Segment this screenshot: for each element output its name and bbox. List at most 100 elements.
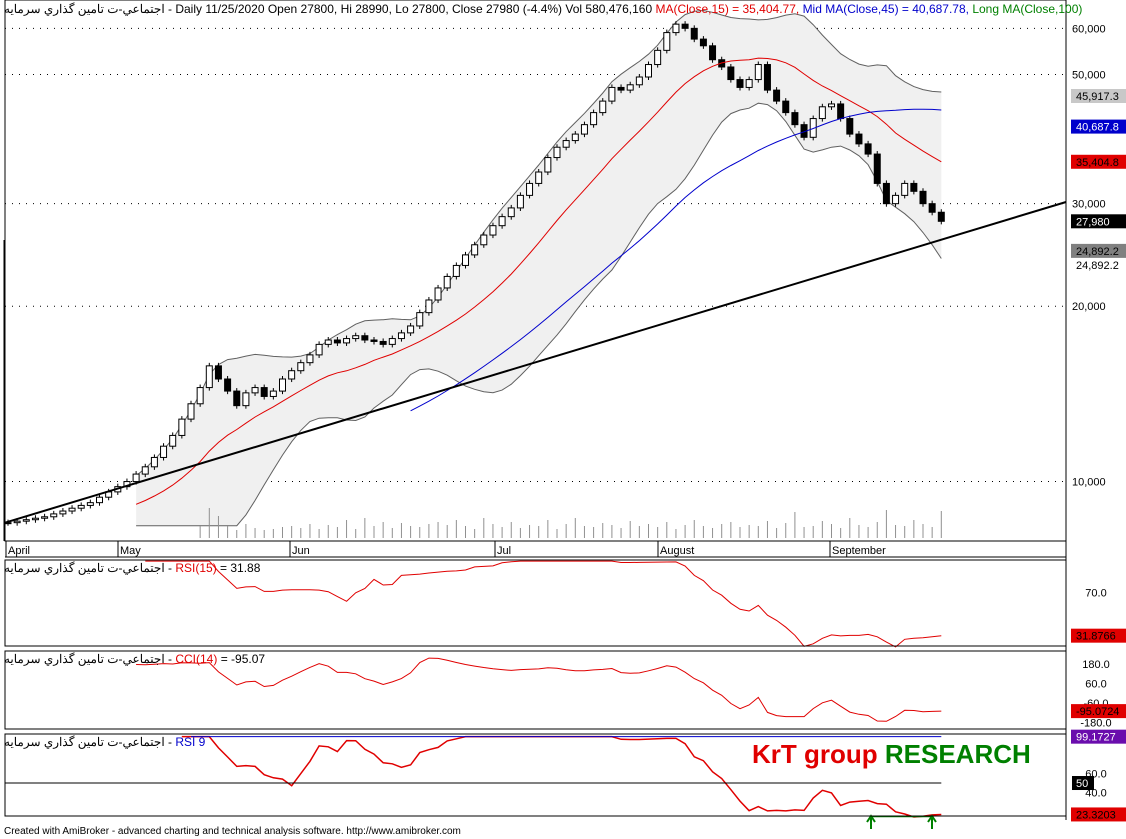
- rsi15-header: اجتماعي-ت تامين گذاري سرمايه - RSI(15) =…: [4, 561, 261, 575]
- candle-body: [77, 504, 85, 509]
- trendline-support: [4, 201, 1067, 524]
- candle-body: [571, 133, 579, 142]
- candle-body: [544, 157, 552, 173]
- candle-body: [260, 387, 268, 397]
- candle-body: [288, 370, 296, 380]
- band-lower: [136, 102, 942, 527]
- header-ohlc: - Daily 11/25/2020 Open 27800, Hi 28990,…: [165, 2, 656, 16]
- candle-body: [233, 390, 241, 407]
- band-upper: [135, 9, 942, 477]
- pane-last-label: -95.0724: [1076, 706, 1119, 718]
- rsi9-top-label: 99.1727: [1076, 732, 1116, 744]
- header-ma-mid: Mid MA(Close,45) = 40,687.78,: [803, 2, 973, 16]
- value-label: 24,892.2: [1076, 246, 1119, 258]
- candle-body: [50, 513, 58, 518]
- candle-body: [809, 118, 817, 138]
- chart-frame: [3, 0, 1067, 820]
- axis-labels: 60,000 50,000 30,000 20,000 10,000 April May Ju…: [8, 23, 1126, 822]
- candle-body: [672, 23, 680, 34]
- pane-y-tick: 180.0: [1082, 659, 1110, 671]
- value-label-box: [1071, 119, 1126, 134]
- pane-y-tick: 60.0: [1085, 679, 1106, 691]
- pane-last-box: [1071, 628, 1126, 643]
- candle-body: [709, 45, 717, 61]
- candle-body: [526, 182, 534, 196]
- candle-body: [352, 335, 360, 340]
- candle-body: [699, 38, 707, 47]
- candle-body: [388, 338, 396, 345]
- pane-line: [136, 657, 942, 722]
- pane-last-label: 23.3203: [1076, 809, 1116, 821]
- candle-body: [507, 207, 515, 218]
- header-ma-long: Long MA(Close,100): [972, 2, 1082, 16]
- candle-body: [22, 519, 30, 522]
- candle-body: [251, 387, 259, 394]
- value-label-box: [1071, 243, 1126, 258]
- pane-line: [145, 560, 942, 648]
- candle-body: [68, 507, 76, 512]
- candle-body: [626, 84, 634, 91]
- pane-y-tick: -180.0: [1080, 718, 1111, 730]
- pane-last-box: [1071, 807, 1126, 822]
- candle-body: [150, 456, 158, 468]
- candle-body: [745, 79, 753, 88]
- month-label: Jul: [497, 545, 511, 557]
- candle-body: [214, 365, 222, 380]
- candle-body: [855, 133, 863, 145]
- trendline: [4, 201, 1067, 524]
- indicator-panes: [5, 560, 942, 829]
- value-label: 35,404.8: [1076, 157, 1119, 169]
- month-label: April: [8, 545, 30, 557]
- candle-body: [681, 23, 689, 29]
- candle-body: [690, 27, 698, 40]
- candle-body: [608, 86, 616, 102]
- candle-body: [132, 473, 140, 483]
- header-symbol: اجتماعي-ت تامين گذاري سرمايه: [4, 2, 165, 16]
- candle-body: [205, 365, 213, 389]
- value-label-box: [1071, 154, 1126, 169]
- candle-body: [654, 49, 662, 66]
- band-fill: [136, 10, 942, 526]
- footer-text: Created with AmiBroker - advanced charti…: [4, 826, 461, 837]
- candle-body: [242, 392, 250, 407]
- candle-body: [498, 216, 506, 227]
- rsi9-top-box: [1071, 729, 1126, 744]
- candle-body: [818, 106, 826, 120]
- watermark-krt: KrT group: [752, 739, 885, 769]
- candle-body: [443, 275, 451, 289]
- candle-body: [846, 118, 854, 135]
- candle-body: [297, 362, 305, 372]
- candle-body: [425, 299, 433, 314]
- candle-body: [892, 194, 900, 205]
- gridlines: [5, 27, 1066, 557]
- value-label: 24,892.2: [1076, 260, 1119, 272]
- candle-body: [773, 89, 781, 102]
- candle-body: [160, 445, 168, 458]
- candle-body: [343, 338, 351, 344]
- price-y-tick: 30,000: [1072, 199, 1106, 211]
- candle-body: [141, 466, 149, 475]
- candle-body: [635, 76, 643, 86]
- price-y-tick: 20,000: [1072, 301, 1106, 313]
- rsi9-symbol: اجتماعي-ت تامين گذاري سرمايه: [4, 735, 165, 749]
- pane-y-tick: 70.0: [1085, 587, 1106, 599]
- value-label-box: [1071, 89, 1126, 104]
- candle-body: [516, 194, 524, 209]
- cci-last: -95.07: [231, 652, 265, 666]
- candle-body: [791, 112, 799, 126]
- month-label: Jun: [292, 545, 310, 557]
- month-label: May: [120, 545, 141, 557]
- candle-body: [937, 211, 945, 222]
- candle-body: [782, 100, 790, 114]
- rsi9-header: اجتماعي-ت تامين گذاري سرمايه - RSI 9: [4, 735, 206, 749]
- rsi9-level-label: 50: [1076, 778, 1088, 790]
- candle-body: [434, 287, 442, 301]
- candle-body: [864, 143, 872, 155]
- bollinger-band: [135, 9, 942, 527]
- candle-body: [86, 502, 94, 506]
- candle-body: [837, 103, 845, 120]
- candle-body: [96, 496, 103, 504]
- candle-body: [562, 140, 570, 148]
- candle-body: [452, 264, 460, 277]
- candle-body: [919, 190, 927, 205]
